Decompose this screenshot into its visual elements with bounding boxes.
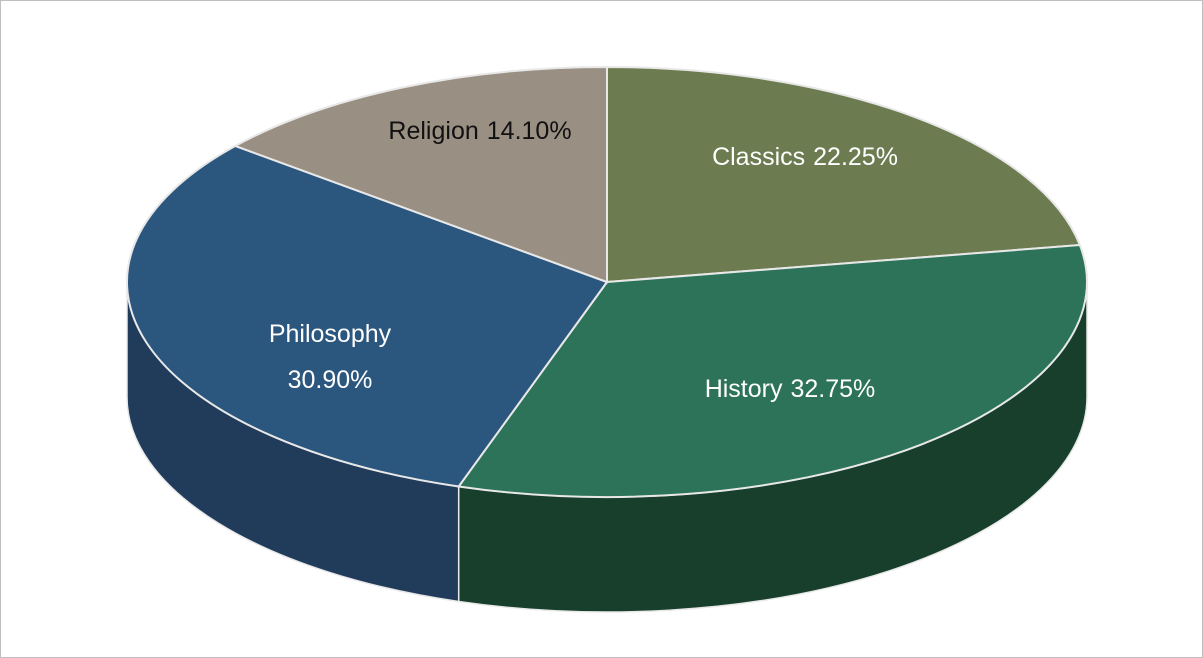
data-label: History 32.75% — [705, 375, 876, 403]
value-label: 30.90% — [288, 366, 373, 394]
data-label: Religion 14.10% — [388, 117, 571, 145]
pie-tops — [126, 65, 1088, 498]
pie-slice — [456, 243, 1088, 498]
pie-slice — [232, 65, 608, 284]
category-name: Classics — [712, 143, 805, 171]
value-label: 14.10% — [487, 117, 572, 145]
category-name: History — [705, 375, 783, 403]
data-labels: Classics 22.25% History 32.75% Philosophy 30.… — [269, 117, 898, 403]
pie-slice — [606, 65, 1082, 284]
data-label: Classics 22.25% — [712, 143, 898, 171]
pie-slice — [126, 144, 609, 488]
value-label: 32.75% — [791, 375, 876, 403]
value-label: 22.25% — [813, 143, 898, 171]
category-name: Philosophy — [269, 320, 392, 348]
category-name: Religion — [388, 117, 478, 145]
data-label: Philosophy 30.90% — [269, 320, 392, 394]
